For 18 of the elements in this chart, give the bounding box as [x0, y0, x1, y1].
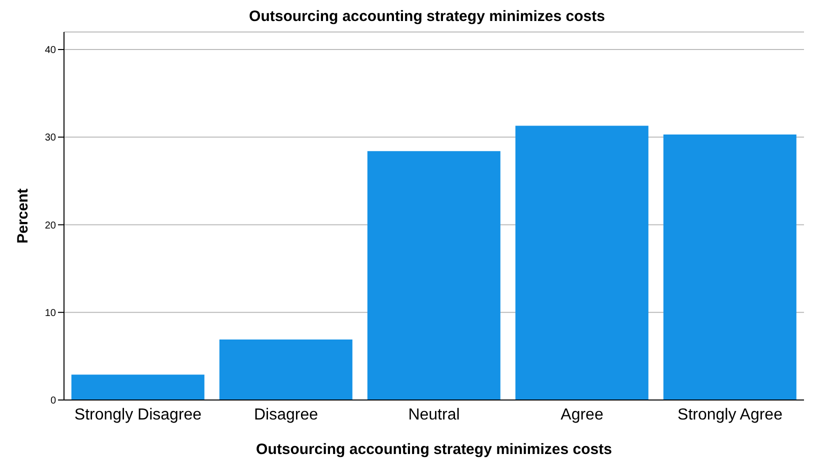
y-tick-label: 30	[44, 132, 56, 144]
x-tick-label: Strongly Agree	[678, 406, 783, 424]
x-tick-label: Disagree	[254, 406, 318, 424]
y-tick-label: 0	[50, 396, 56, 407]
bar	[663, 134, 796, 400]
chart-title: Outsourcing accounting strategy minimizes costs	[248, 8, 606, 27]
bar	[219, 340, 352, 400]
x-tick-label: Strongly Disagree	[74, 406, 202, 424]
y-axis-title: Percent	[14, 188, 32, 244]
bar	[71, 374, 204, 400]
x-tick-label: Agree	[560, 406, 604, 424]
bar	[515, 126, 648, 400]
x-tick-label: Neutral	[408, 406, 460, 424]
bar	[367, 151, 500, 400]
y-tick-label: 10	[44, 308, 56, 319]
x-axis-title: Outsourcing accounting strategy minimizes costs	[256, 441, 612, 458]
y-tick-label: 20	[44, 220, 56, 232]
y-tick-label: 40	[44, 45, 56, 56]
